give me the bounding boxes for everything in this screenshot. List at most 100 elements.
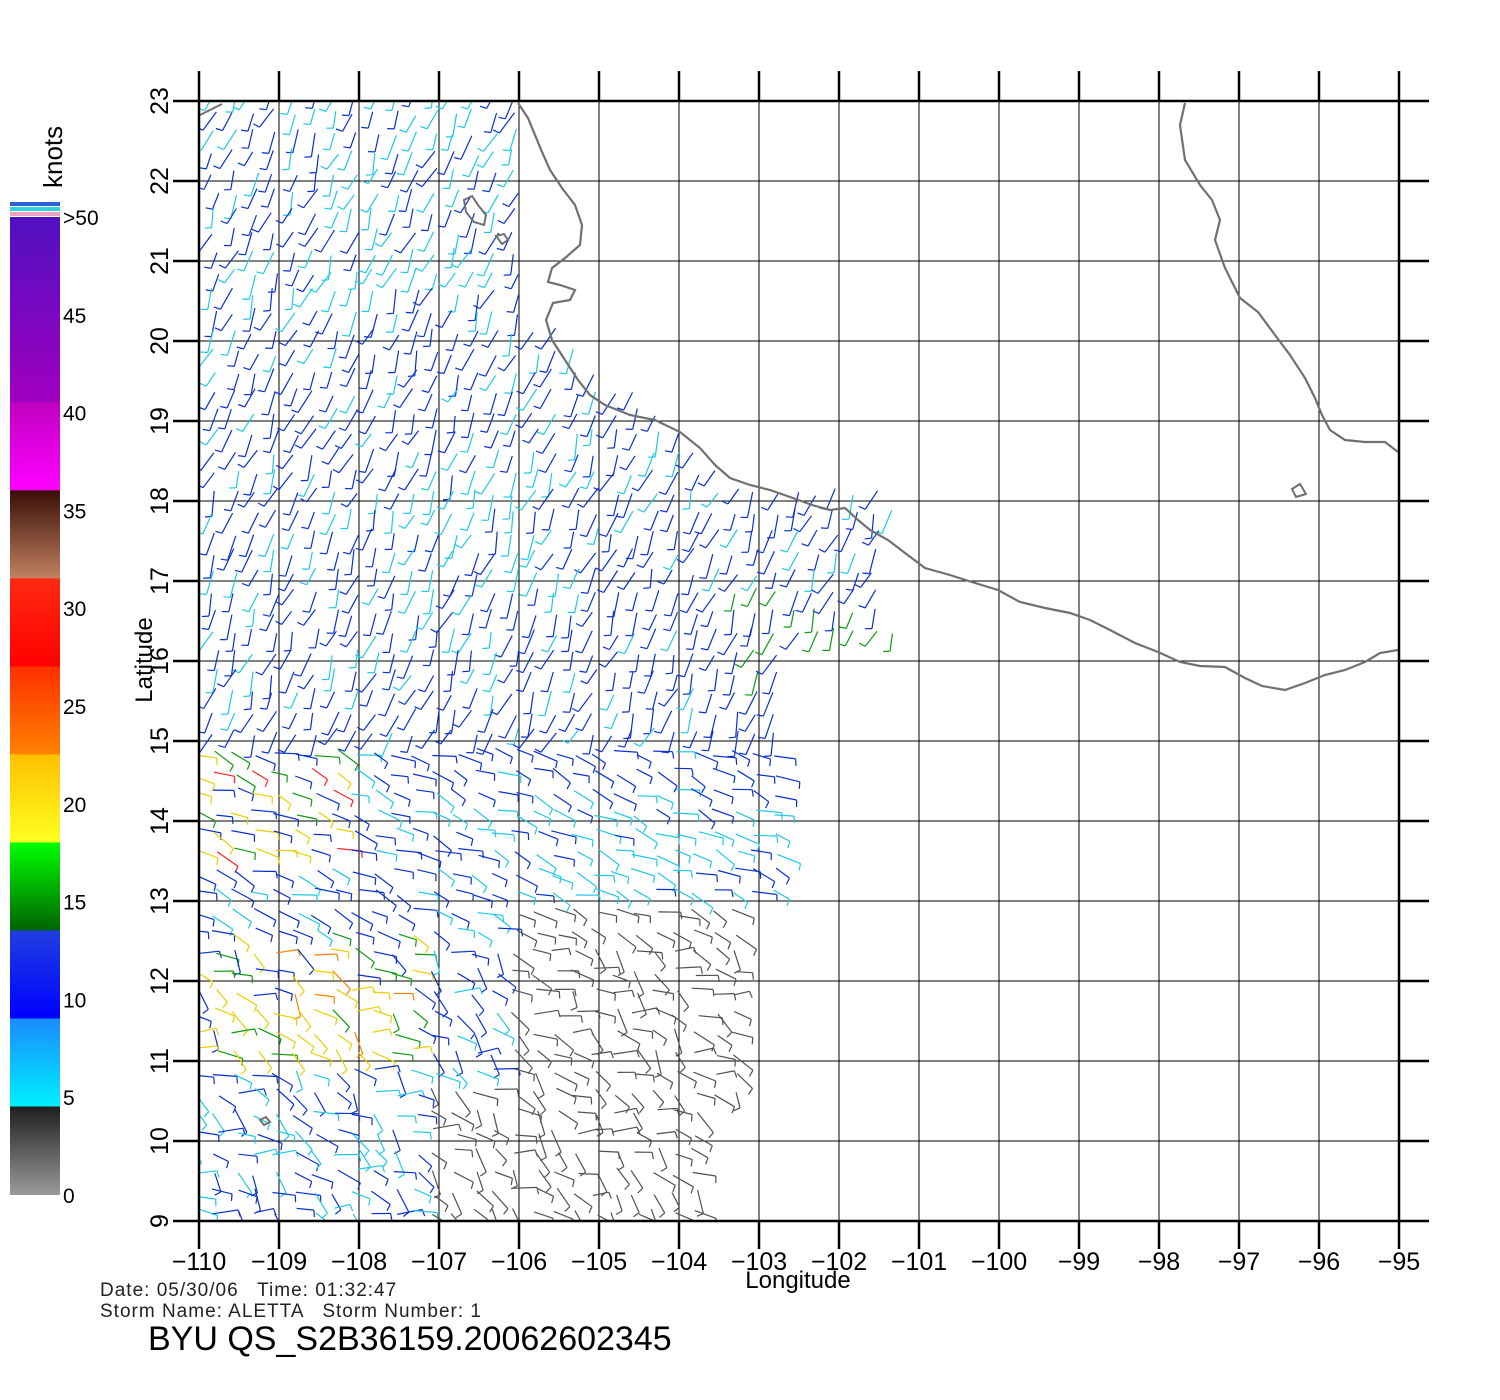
- wind-vector: [431, 273, 438, 291]
- wind-vector: [691, 775, 706, 788]
- wind-vector-barb: [643, 587, 651, 589]
- wind-vector-barb: [283, 404, 291, 407]
- wind-vector: [504, 715, 517, 739]
- wind-vector-barb: [619, 837, 622, 845]
- wind-vector-barb: [398, 524, 406, 530]
- wind-vector-barb: [592, 886, 598, 894]
- wind-vector: [573, 790, 594, 804]
- wind-vector-barb: [240, 1069, 247, 1075]
- wind-vector: [422, 193, 435, 213]
- wind-vector-barb: [625, 609, 633, 612]
- wind-vector-barb: [334, 1018, 338, 1026]
- wind-vector-barb: [534, 566, 542, 571]
- wind-vector-barb: [435, 605, 443, 610]
- wind-vector-barb: [432, 971, 440, 976]
- wind-vector-barb: [506, 926, 511, 934]
- wind-vector-barb: [379, 233, 387, 236]
- wind-vector: [303, 348, 314, 364]
- wind-vector-barb: [238, 253, 246, 256]
- wind-vector: [410, 331, 418, 355]
- wind-vector-barb: [339, 304, 347, 307]
- wind-vector-barb: [296, 288, 304, 293]
- wind-vector: [258, 1027, 282, 1040]
- wind-vector-barb: [249, 1082, 253, 1090]
- wind-vector: [533, 810, 552, 820]
- wind-vector: [280, 372, 294, 395]
- wind-vector-barb: [688, 1138, 693, 1146]
- wind-vector: [300, 415, 314, 435]
- wind-vector: [508, 333, 512, 356]
- wind-vector-barb: [211, 1048, 219, 1053]
- wind-vector: [394, 194, 400, 212]
- wind-vector: [540, 553, 554, 571]
- wind-vector: [322, 430, 336, 450]
- wind-vector-barb: [424, 946, 430, 954]
- wind-vector: [691, 1147, 709, 1159]
- wind-vector-barb: [497, 1047, 502, 1055]
- wind-vector: [211, 490, 215, 517]
- wind-vector: [694, 1047, 714, 1054]
- wind-vector-barb: [667, 1236, 669, 1243]
- wind-vector-barb: [555, 566, 563, 570]
- wind-vector-barb: [705, 922, 711, 930]
- wind-vector: [595, 1128, 613, 1131]
- wind-vector-barb: [722, 838, 724, 846]
- wind-vector: [504, 101, 514, 120]
- wind-vector: [282, 231, 294, 248]
- wind-vector: [296, 1151, 319, 1166]
- wind-vector-barb: [322, 148, 330, 151]
- wind-vector-barb: [455, 756, 458, 764]
- wind-vector-barb: [483, 413, 491, 415]
- wind-vector: [532, 468, 539, 488]
- wind-vector-barb: [301, 526, 309, 530]
- wind-vector: [252, 1175, 259, 1194]
- wind-vector: [606, 694, 615, 711]
- wind-vector: [512, 1186, 538, 1189]
- wind-vector-barb: [392, 1028, 400, 1034]
- wind-vector: [736, 971, 753, 974]
- wind-vector: [424, 675, 435, 693]
- wind-vector-barb: [489, 940, 493, 948]
- wind-vector-barb: [728, 736, 736, 739]
- wind-vector-barb: [283, 706, 291, 709]
- wind-vector-barb: [336, 953, 339, 962]
- wind-vector: [381, 254, 393, 276]
- wind-vector: [692, 630, 698, 650]
- wind-vector: [345, 631, 358, 648]
- wind-vector: [471, 994, 485, 1011]
- wind-vector: [578, 1172, 599, 1175]
- wind-vector-barb: [698, 667, 706, 672]
- wind-vector: [374, 494, 378, 514]
- wind-vector: [589, 429, 593, 446]
- wind-vector-barb: [477, 730, 485, 733]
- wind-vector-barb: [476, 1189, 484, 1195]
- wind-vector: [412, 1209, 438, 1214]
- wind-vector: [497, 809, 518, 812]
- wind-vector: [696, 872, 717, 876]
- wind-vector: [389, 654, 395, 673]
- wind-vector: [508, 193, 519, 207]
- wind-vector-barb: [531, 755, 534, 763]
- wind-vector-barb: [795, 609, 803, 613]
- wind-vector-barb: [502, 355, 510, 357]
- wind-vector: [413, 1131, 431, 1134]
- wind-vector-barb: [343, 146, 351, 149]
- wind-vector-barb: [415, 744, 423, 749]
- wind-vector: [366, 193, 379, 213]
- wind-vector-barb: [368, 1198, 371, 1206]
- wind-vector: [693, 1071, 717, 1082]
- wind-vector-barb: [434, 740, 441, 745]
- wind-vector-barb: [624, 1184, 630, 1191]
- wind-vector: [663, 569, 673, 585]
- wind-vector: [233, 350, 240, 367]
- wind-vector-barb: [355, 340, 363, 345]
- wind-vector: [732, 1054, 754, 1071]
- wind-vector: [214, 1007, 235, 1017]
- wind-vector-barb: [744, 694, 752, 696]
- wind-vector: [573, 1052, 594, 1063]
- wind-vector-barb: [276, 243, 284, 248]
- wind-vector: [406, 170, 419, 193]
- wind-vector: [318, 811, 334, 823]
- wind-vector: [354, 830, 378, 845]
- wind-vector: [581, 630, 593, 654]
